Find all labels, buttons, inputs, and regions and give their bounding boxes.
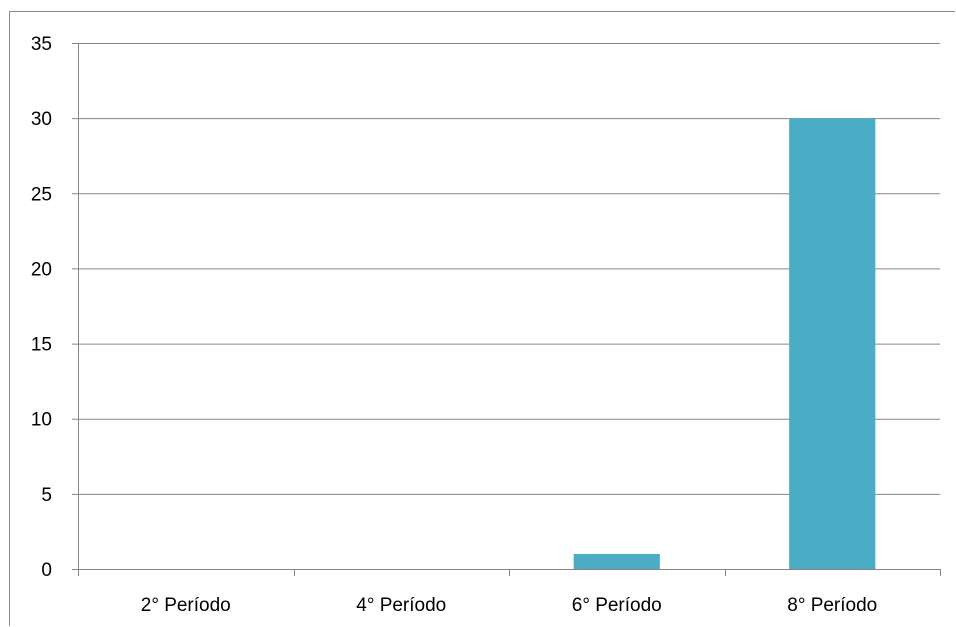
x-tick-label: 4° Período (356, 595, 446, 616)
axes (72, 43, 941, 576)
y-tick-label: 25 (31, 184, 52, 205)
x-tick-label: 2° Período (141, 595, 231, 616)
y-tick-label: 5 (41, 485, 52, 506)
x-tick-label: 8° Período (787, 595, 877, 616)
y-tick-label: 0 (41, 560, 52, 581)
bar-3 (573, 553, 660, 569)
x-axis-tick-labels: 2° Período 4° Período 6° Período 8° Período (141, 595, 878, 616)
bar-4 (789, 118, 876, 570)
y-tick-label: 15 (31, 335, 52, 356)
x-tick-label: 6° Período (572, 595, 662, 616)
y-tick-label: 20 (31, 259, 52, 280)
y-tick-label: 10 (31, 410, 52, 431)
bars (573, 118, 876, 570)
y-axis-tick-labels: 0 5 10 15 20 25 30 35 (31, 34, 52, 581)
y-tick-label: 35 (31, 34, 52, 55)
y-tick-label: 30 (31, 109, 52, 130)
